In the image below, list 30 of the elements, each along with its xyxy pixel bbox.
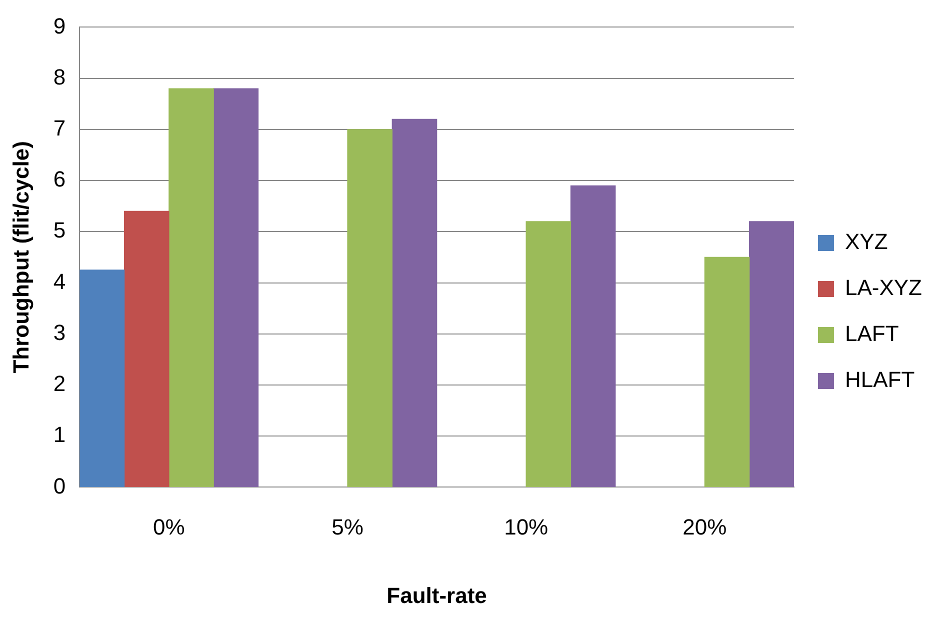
bar: [213, 88, 259, 488]
bar: [80, 270, 125, 488]
x-axis-title: Fault-rate: [386, 582, 487, 608]
x-tick-label: 0%: [153, 514, 185, 540]
bar: [749, 221, 794, 488]
y-tick-label: 1: [53, 422, 66, 448]
y-tick-label: 7: [53, 115, 66, 140]
bar: [570, 185, 616, 488]
legend-label: XYZ: [844, 229, 888, 254]
x-tick-label: 5%: [332, 514, 364, 540]
y-tick-label: 4: [53, 268, 66, 294]
bar: [124, 210, 170, 488]
x-tick-label: 20%: [682, 514, 727, 540]
bar: [704, 256, 750, 488]
y-axis-title: Throughput (flit/cycle): [8, 141, 34, 374]
bar: [168, 88, 214, 488]
legend-label: LAFT: [844, 321, 899, 346]
y-tick-label: 5: [53, 218, 66, 243]
y-tick-label: 2: [53, 371, 66, 396]
bar: [347, 129, 392, 488]
y-tick-label: 0: [53, 473, 66, 498]
legend-label: LA-XYZ: [844, 275, 922, 300]
legend-label: HLAFT: [844, 367, 915, 392]
bar: [526, 221, 572, 488]
y-tick-label: 6: [53, 166, 66, 192]
y-tick-label: 3: [53, 320, 66, 345]
x-tick-label: 10%: [504, 514, 548, 540]
bar: [392, 118, 438, 488]
y-tick-label: 8: [53, 64, 66, 90]
y-tick-label: 9: [53, 13, 66, 38]
